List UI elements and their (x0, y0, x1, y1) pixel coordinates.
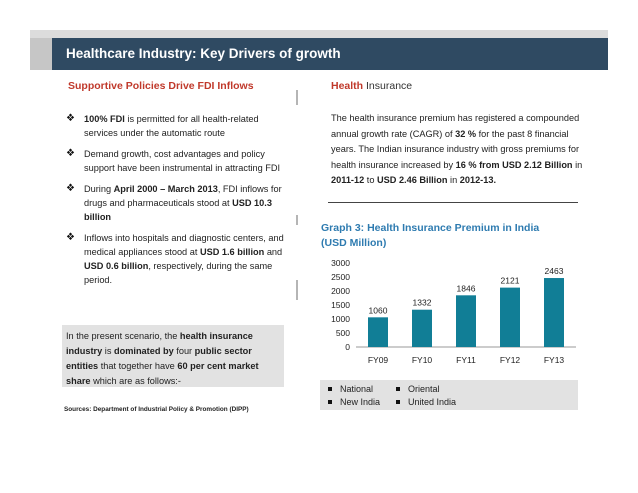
text: which are as follows:- (90, 376, 181, 386)
legend-label: United India (408, 397, 457, 407)
text: in (447, 175, 460, 185)
right-section-heading: Health Insurance (331, 80, 412, 92)
text: Demand growth, cost advantages and polic… (84, 149, 281, 173)
bullet-text: Demand growth, cost advantages and polic… (84, 149, 280, 173)
diamond-bullet-icon: ❖ (66, 232, 75, 243)
legend-label: New India (340, 397, 381, 407)
heading-rest-part: Insurance (363, 80, 413, 92)
fdi-bullet: ❖ 100% FDI is permitted for all health-re… (66, 112, 288, 140)
fdi-bullet: ❖ During April 2000 – March 2013, FDI inf… (66, 182, 288, 224)
fdi-bullet-list: ❖ 100% FDI is permitted for all health-re… (66, 112, 288, 294)
y-tick-label: 500 (336, 328, 350, 338)
square-bullet-icon (328, 387, 332, 391)
bar-fy10 (412, 309, 432, 347)
text: to (364, 175, 377, 185)
y-tick-label: 0 (345, 342, 350, 352)
diamond-bullet-icon: ❖ (66, 148, 75, 159)
divider-line (296, 90, 298, 105)
x-tick-label: FY11 (456, 355, 476, 365)
bar-value-label: 2121 (501, 276, 520, 286)
bold-text: dominated by (114, 346, 174, 356)
y-tick-label: 1000 (331, 314, 350, 324)
legend-item: United India (396, 396, 456, 408)
bold-text: USD 0.6 billion (84, 261, 149, 271)
section-rule (328, 202, 578, 203)
text: is permitted for all health-related serv… (84, 114, 259, 138)
text: that together have (98, 361, 178, 371)
bold-text: USD 10.3 billion (84, 198, 272, 222)
fdi-bullet: ❖ Inflows into hospitals and diagnostic c… (66, 231, 288, 287)
legend-item: National (328, 383, 373, 395)
bold-text: 60 per cent market share (66, 361, 259, 386)
x-tick-label: FY12 (500, 355, 521, 365)
bold-text: public sector entities (66, 346, 252, 371)
chart-legend: National New India Oriental United India (320, 380, 578, 410)
legend-label: National (340, 384, 374, 394)
graph-title: Graph 3: Health Insurance Premium in Ind… (321, 222, 540, 249)
bold-text: 2012-13. (459, 175, 497, 185)
heading-bold-part: Health (331, 80, 364, 92)
bold-text: 16 % from USD 2.12 Billion (455, 159, 573, 170)
bold-text: USD 1.6 billion (199, 247, 265, 257)
text: , respectively, during the same period. (84, 261, 273, 285)
legend-label: Oriental (408, 384, 440, 394)
text: in (572, 159, 583, 170)
y-tick-label: 3000 (331, 258, 350, 268)
bold-text: 100% FDI (84, 114, 125, 124)
bar-value-label: 1332 (413, 298, 432, 308)
square-bullet-icon (396, 400, 400, 404)
left-section-heading: Supportive Policies Drive FDI Inflows (68, 80, 254, 92)
text: four (173, 346, 195, 356)
square-bullet-icon (328, 400, 332, 404)
bold-text: April 2000 – March 2013 (113, 184, 218, 194)
bullet-text: During April 2000 – March 2013, FDI infl… (84, 184, 282, 222)
bullet-text: Inflows into hospitals and diagnostic ce… (84, 233, 284, 285)
x-tick-label: FY10 (412, 355, 433, 365)
bullet-text: 100% FDI is permitted for all health-rel… (84, 114, 259, 138)
text: is (102, 346, 114, 356)
x-tick-label: FY09 (368, 355, 389, 365)
bold-text: health insurance industry (66, 331, 253, 356)
premium-bar-chart: 0 500 1000 1500 2000 2500 3000 1060 FY09 1332 FY10… (331, 258, 576, 365)
legend-item: Oriental (396, 383, 440, 395)
diamond-bullet-icon: ❖ (66, 113, 75, 124)
bar-fy13 (544, 278, 564, 347)
y-tick-label: 1500 (331, 300, 350, 310)
text: Inflows into hospitals and diagnostic ce… (84, 233, 284, 257)
fdi-bullet: ❖ Demand growth, cost advantages and poli… (66, 147, 288, 175)
text: During (84, 184, 114, 194)
slide-title: Healthcare Industry: Key Drivers of grow… (30, 38, 608, 70)
legend-item: New India (328, 396, 380, 408)
divider-line (296, 280, 298, 300)
y-tick-label: 2500 (331, 272, 350, 282)
scenario-box: In the present scenario, the health insu… (62, 325, 284, 387)
bold-text: 2011-12 (331, 175, 365, 185)
bold-text: 32 % (455, 128, 477, 139)
text: In the present scenario, the (66, 331, 180, 341)
source-note: Sources: Department of Industrial Policy… (64, 406, 249, 413)
text: , FDI inflows for drugs and pharmaceutic… (84, 184, 282, 208)
text: for the past 8 financial years. The Indi… (331, 128, 579, 170)
bar-value-label: 2463 (545, 266, 564, 276)
y-tick-label: 2000 (331, 286, 350, 296)
bar-value-label: 1060 (369, 305, 388, 315)
text: The health insurance premium has registe… (331, 113, 580, 139)
text: and (264, 247, 283, 257)
x-tick-label: FY13 (544, 355, 565, 365)
diamond-bullet-icon: ❖ (66, 183, 75, 194)
bar-fy09 (368, 317, 388, 347)
divider-line (296, 215, 298, 225)
bar-value-label: 1846 (457, 283, 476, 293)
bar-fy11 (456, 295, 476, 347)
bold-text: USD 2.46 Billion (377, 175, 448, 185)
bar-fy12 (500, 287, 520, 347)
insurance-body-text: The health insurance premium has registe… (331, 111, 587, 189)
square-bullet-icon (396, 387, 400, 391)
